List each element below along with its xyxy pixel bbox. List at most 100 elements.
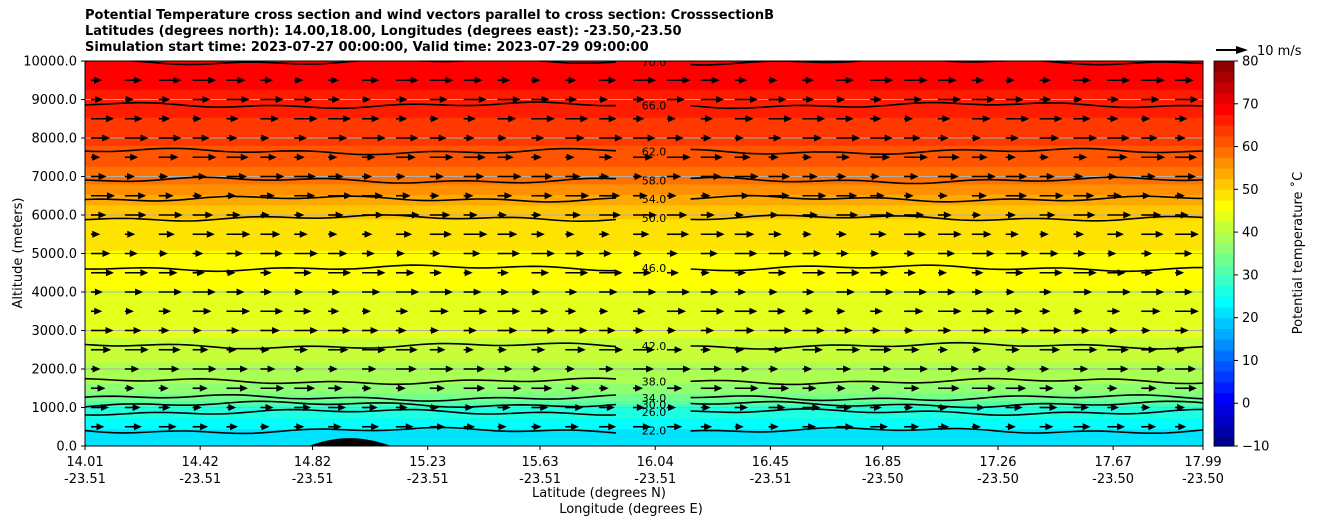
wind-vector-head bbox=[701, 269, 710, 277]
wind-vector-head bbox=[850, 211, 859, 219]
wind-vector-head bbox=[943, 211, 952, 219]
temperature-band bbox=[85, 197, 1203, 202]
temperature-band bbox=[85, 236, 1203, 241]
temperature-band bbox=[85, 225, 1203, 230]
wind-vector-head bbox=[1041, 365, 1050, 373]
wind-vector-head bbox=[669, 250, 678, 257]
wind-vector-head bbox=[235, 250, 244, 257]
x-tick-label-lat: 14.42 bbox=[182, 455, 219, 470]
wind-vector-head bbox=[205, 211, 214, 219]
temperature-band bbox=[85, 162, 1203, 167]
wind-vector-head bbox=[777, 307, 786, 315]
contour-line bbox=[85, 147, 1203, 156]
wind-vector-head bbox=[1157, 153, 1166, 161]
temperature-band bbox=[85, 369, 1203, 374]
contour-line bbox=[85, 264, 1203, 273]
wind-vector-head bbox=[239, 173, 248, 180]
y-tick-label: 5000.0 bbox=[32, 247, 78, 262]
wind-vector-head bbox=[1019, 192, 1028, 200]
wind-vector-head bbox=[838, 230, 847, 238]
wind-vector-head bbox=[171, 365, 180, 373]
x-tick-label-lat: 14.01 bbox=[66, 455, 103, 470]
temperature-band bbox=[85, 183, 1203, 188]
wind-vector-head bbox=[129, 250, 138, 257]
wind-vector-head bbox=[161, 327, 170, 334]
wind-vector-head bbox=[547, 327, 556, 334]
wind-vector-head bbox=[816, 327, 825, 334]
colorbar-swatch bbox=[1214, 135, 1234, 148]
wind-vector-head bbox=[1149, 134, 1158, 142]
wind-vector-head bbox=[914, 96, 923, 103]
x-tick-label-lat: 15.23 bbox=[409, 455, 446, 470]
wind-vector-head bbox=[978, 192, 987, 200]
wind-vector-head bbox=[716, 307, 725, 315]
wind-vector-head bbox=[370, 327, 379, 334]
wind-vector-head bbox=[208, 76, 217, 84]
wind-vector-head bbox=[1148, 346, 1157, 354]
wind-vector-head bbox=[1021, 115, 1030, 123]
wind-vector-head bbox=[614, 134, 623, 142]
y-tick-label: 8000.0 bbox=[32, 132, 78, 147]
wind-vector-head bbox=[1142, 192, 1151, 200]
wind-vector-head bbox=[745, 115, 754, 123]
wind-vector-head bbox=[377, 134, 386, 142]
wind-vector-head bbox=[702, 346, 711, 354]
wind-vector-head bbox=[1043, 76, 1052, 84]
wind-vector-head bbox=[907, 250, 916, 257]
wind-vector-head bbox=[126, 384, 135, 392]
wind-vector-head bbox=[307, 384, 316, 392]
wind-vector-head bbox=[951, 384, 960, 392]
wind-vector-head bbox=[240, 153, 249, 161]
wind-vector-head bbox=[977, 404, 986, 411]
temperature-band bbox=[85, 257, 1203, 262]
colorbar-tick-label: 20 bbox=[1242, 311, 1259, 326]
wind-vector-head bbox=[975, 288, 984, 296]
wind-vector-head bbox=[304, 96, 313, 103]
wind-vector-head bbox=[908, 269, 917, 277]
wind-vector-head bbox=[918, 230, 927, 238]
wind-vector-head bbox=[600, 384, 609, 392]
wind-vector-head bbox=[1015, 96, 1024, 103]
wind-vector-head bbox=[160, 173, 169, 180]
temperature-band bbox=[85, 89, 1203, 94]
wind-vector-head bbox=[437, 423, 446, 431]
temperature-band bbox=[85, 404, 1203, 409]
wind-vector-head bbox=[837, 384, 846, 392]
wind-vector-head bbox=[377, 269, 386, 277]
wind-vector-head bbox=[1121, 346, 1130, 354]
wind-vector-head bbox=[576, 250, 585, 257]
colorbar-swatch bbox=[1214, 381, 1234, 394]
wind-vector-head bbox=[774, 346, 783, 354]
wind-vector-head bbox=[880, 423, 889, 431]
colorbar: −10 0 10 20 30 40 50 60 70 80 bbox=[1213, 55, 1269, 455]
wind-vector-head bbox=[668, 192, 677, 200]
temperature-band bbox=[85, 295, 1203, 300]
temperature-band bbox=[85, 138, 1203, 143]
temperature-band bbox=[85, 173, 1203, 178]
wind-vector-head bbox=[332, 96, 341, 103]
wind-vector-head bbox=[1052, 346, 1061, 354]
wind-vector-head bbox=[777, 404, 786, 411]
wind-vector-head bbox=[1142, 404, 1151, 411]
wind-vector-head bbox=[329, 153, 338, 161]
colorbar-swatch bbox=[1214, 167, 1234, 180]
wind-vector-head bbox=[509, 327, 518, 334]
wind-vector-head bbox=[702, 192, 711, 200]
temperature-band bbox=[85, 124, 1203, 129]
contour-line bbox=[85, 394, 1203, 402]
wind-vector-head bbox=[781, 192, 790, 200]
contour-line bbox=[85, 377, 1203, 386]
wind-vector-head bbox=[1074, 96, 1083, 103]
wind-vector-head bbox=[634, 173, 643, 180]
temperature-band bbox=[85, 281, 1203, 286]
wind-vector-head bbox=[1185, 76, 1194, 84]
wind-vector-head bbox=[1144, 250, 1153, 257]
wind-vector-head bbox=[232, 211, 241, 219]
wind-vector-head bbox=[1078, 250, 1087, 257]
wind-vector-head bbox=[947, 288, 956, 296]
wind-vector-head bbox=[566, 365, 575, 373]
wind-vector-head bbox=[843, 404, 852, 411]
wind-vector-head bbox=[704, 423, 713, 431]
wind-vector-head bbox=[750, 384, 759, 392]
wind-vector-head bbox=[566, 230, 575, 238]
